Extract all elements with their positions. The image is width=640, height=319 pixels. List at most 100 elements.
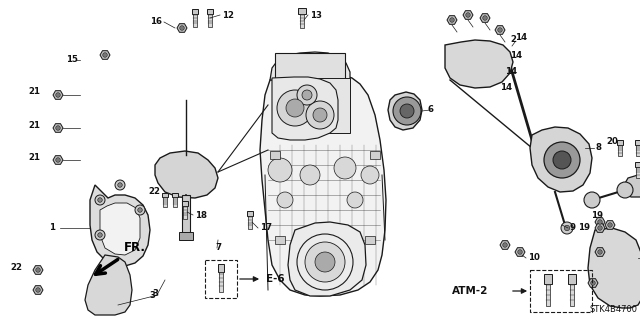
Circle shape xyxy=(118,183,122,187)
Bar xyxy=(163,197,167,207)
Circle shape xyxy=(361,166,379,184)
Circle shape xyxy=(544,142,580,178)
Text: STK4B4700: STK4B4700 xyxy=(589,305,637,314)
Circle shape xyxy=(598,220,602,224)
Bar xyxy=(205,260,237,298)
Circle shape xyxy=(315,252,335,272)
Polygon shape xyxy=(33,266,43,274)
Text: 2: 2 xyxy=(510,35,516,44)
Circle shape xyxy=(503,243,508,247)
Bar xyxy=(617,140,623,145)
Polygon shape xyxy=(595,248,605,256)
Polygon shape xyxy=(272,77,338,140)
Circle shape xyxy=(591,281,595,285)
Polygon shape xyxy=(270,52,350,80)
Circle shape xyxy=(306,101,334,129)
Circle shape xyxy=(103,53,108,57)
Text: ATM-2: ATM-2 xyxy=(452,286,488,296)
Text: 3: 3 xyxy=(152,288,158,298)
Bar xyxy=(182,201,188,206)
Text: 1: 1 xyxy=(49,224,55,233)
Polygon shape xyxy=(463,11,473,19)
Text: 17: 17 xyxy=(260,224,272,233)
Circle shape xyxy=(95,230,105,240)
Bar xyxy=(545,274,552,284)
Text: 19: 19 xyxy=(591,211,603,219)
Bar xyxy=(193,14,196,27)
Text: E-6: E-6 xyxy=(266,274,285,284)
Polygon shape xyxy=(388,92,422,130)
Circle shape xyxy=(98,198,102,202)
Polygon shape xyxy=(515,248,525,256)
Bar xyxy=(636,145,640,156)
Circle shape xyxy=(466,13,470,17)
Polygon shape xyxy=(260,72,386,296)
Text: 14: 14 xyxy=(500,84,512,93)
Polygon shape xyxy=(100,203,140,255)
Polygon shape xyxy=(53,124,63,132)
Text: 21: 21 xyxy=(28,153,40,162)
Polygon shape xyxy=(85,255,132,315)
Text: 21: 21 xyxy=(28,87,40,97)
Bar xyxy=(300,14,304,28)
Text: 20: 20 xyxy=(606,137,618,146)
Circle shape xyxy=(498,28,502,32)
Bar xyxy=(275,53,345,81)
Polygon shape xyxy=(445,40,513,88)
Circle shape xyxy=(300,165,320,185)
Circle shape xyxy=(36,268,40,272)
Bar xyxy=(635,140,640,145)
Circle shape xyxy=(561,222,573,234)
Circle shape xyxy=(553,151,571,169)
Circle shape xyxy=(518,250,522,254)
Bar xyxy=(270,151,280,159)
Bar xyxy=(173,197,177,207)
Polygon shape xyxy=(155,151,218,198)
Circle shape xyxy=(302,90,312,100)
Bar xyxy=(546,284,550,306)
Polygon shape xyxy=(53,91,63,99)
Text: 6: 6 xyxy=(428,106,434,115)
Circle shape xyxy=(56,158,60,162)
Circle shape xyxy=(277,192,293,208)
Circle shape xyxy=(313,108,327,122)
Polygon shape xyxy=(605,221,615,229)
Bar xyxy=(272,78,350,133)
Text: 3: 3 xyxy=(149,291,155,300)
Circle shape xyxy=(297,85,317,105)
Polygon shape xyxy=(90,185,150,266)
Circle shape xyxy=(305,242,345,282)
Text: 16: 16 xyxy=(150,18,162,26)
Polygon shape xyxy=(500,241,510,249)
Text: 9: 9 xyxy=(570,224,576,233)
Circle shape xyxy=(564,225,570,231)
Circle shape xyxy=(400,104,414,118)
Circle shape xyxy=(286,99,304,117)
Bar xyxy=(179,232,193,240)
Text: FR.: FR. xyxy=(124,241,146,254)
Circle shape xyxy=(393,97,421,125)
Circle shape xyxy=(334,157,356,179)
Bar xyxy=(172,193,178,197)
Circle shape xyxy=(277,90,313,126)
Text: 14: 14 xyxy=(515,33,527,42)
Bar xyxy=(207,9,213,14)
Bar xyxy=(220,272,223,292)
Bar xyxy=(183,206,187,219)
Polygon shape xyxy=(588,228,640,308)
Polygon shape xyxy=(288,222,366,296)
Bar xyxy=(568,274,575,284)
Circle shape xyxy=(598,250,602,254)
Text: 8: 8 xyxy=(596,144,602,152)
Text: 21: 21 xyxy=(28,121,40,130)
Bar xyxy=(636,167,640,178)
Polygon shape xyxy=(530,127,592,192)
Polygon shape xyxy=(595,218,605,226)
Circle shape xyxy=(56,126,60,130)
Text: 18: 18 xyxy=(195,211,207,219)
Circle shape xyxy=(138,208,142,212)
Circle shape xyxy=(584,192,600,208)
Polygon shape xyxy=(447,16,457,24)
Polygon shape xyxy=(53,156,63,164)
Text: 7: 7 xyxy=(215,243,221,253)
